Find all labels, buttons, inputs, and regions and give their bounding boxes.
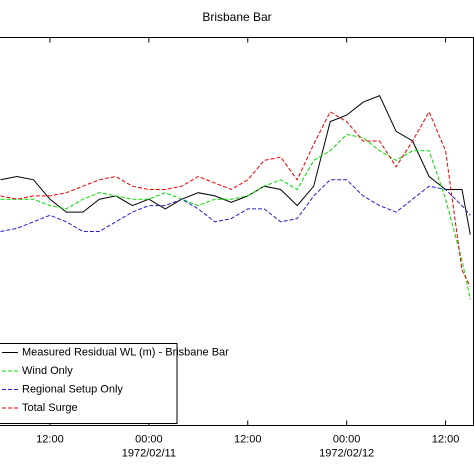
series-line [0, 110, 471, 287]
x-tick-label: 12:00 [432, 433, 460, 445]
series-line [0, 133, 471, 300]
x-date-label: 1972/02/11 [122, 447, 176, 459]
chart-title: Brisbane Bar [202, 10, 271, 24]
x-date-label: 1972/02/12 [319, 447, 374, 459]
x-tick-label: 00:00 [333, 433, 361, 445]
legend-label: Wind Only [22, 365, 73, 377]
series-line [0, 95, 471, 235]
legend-box [0, 343, 178, 424]
series-line [0, 179, 471, 232]
x-tick-label: 12:00 [36, 433, 64, 445]
x-tick-label: 00:00 [135, 433, 163, 445]
legend-label: Measured Residual WL (m) - Brisbane Bar [22, 346, 229, 358]
legend-label: Regional Setup Only [22, 383, 123, 395]
legend-label: Total Surge [22, 402, 78, 414]
x-tick-label: 12:00 [234, 433, 262, 445]
